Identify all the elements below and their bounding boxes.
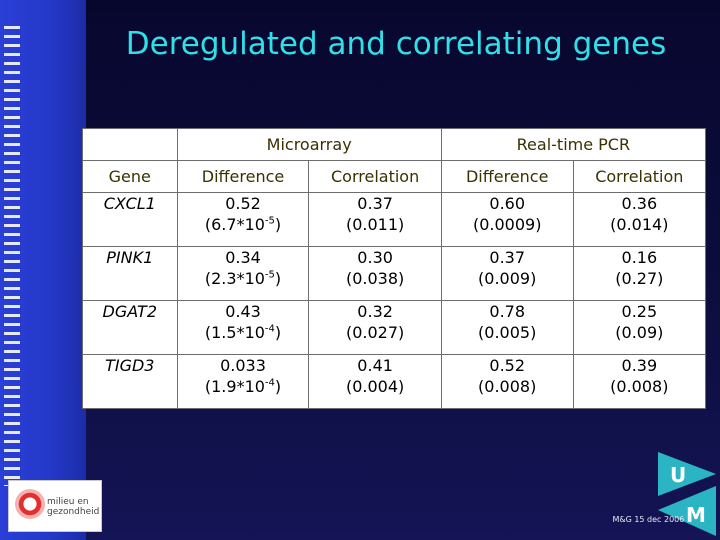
gene-name-cell: PINK1 — [82, 246, 178, 301]
logo-text-line1: milieu en — [47, 497, 89, 507]
ma-difference-value: 0.033 — [220, 356, 266, 375]
um-logo-lower-triangle — [658, 486, 716, 536]
pcr-difference-value: 0.37 — [489, 248, 526, 267]
slide-title: Deregulated and correlating genes — [125, 26, 667, 62]
table-group-header-row: Microarray Real-time PCR — [82, 128, 707, 161]
pcr-correlation-cell: 0.36 (0.014) — [572, 192, 707, 247]
logo-text: milieu en gezondheid — [47, 497, 99, 517]
column-header-gene: Gene — [82, 160, 178, 193]
ma-difference-cell: 0.033 (1.9*10-4) — [176, 354, 310, 409]
ma-correlation-pvalue: (0.038) — [345, 269, 405, 288]
gene-name-cell: CXCL1 — [82, 192, 178, 247]
ma-correlation-value: 0.41 — [357, 356, 393, 375]
pcr-difference-pvalue: (0.009) — [478, 269, 537, 288]
table-row: TIGD3 0.033 (1.9*10-4) 0.41 (0.004) 0.52… — [82, 354, 707, 409]
pcr-correlation-value: 0.39 — [621, 356, 658, 375]
um-logo: U M — [658, 452, 716, 536]
ma-difference-pvalue-base: (1.5*10 — [204, 323, 265, 342]
ma-correlation-pvalue: (0.004) — [345, 377, 405, 396]
ma-difference-pvalue-exponent: -4 — [264, 377, 275, 389]
ma-difference-cell: 0.52 (6.7*10-5) — [176, 192, 310, 247]
slide-footer: M&G 15 dec 2006 1 — [612, 515, 692, 524]
ma-correlation-cell: 0.32 (0.027) — [308, 300, 442, 355]
um-logo-letter-m: M — [686, 503, 706, 527]
pcr-difference-cell: 0.52 (0.008) — [440, 354, 574, 409]
pcr-difference-value: 0.52 — [489, 356, 526, 375]
pcr-correlation-value: 0.36 — [621, 194, 658, 213]
ma-difference-value: 0.52 — [225, 194, 261, 213]
ma-correlation-pvalue: (0.011) — [345, 215, 405, 234]
pcr-correlation-cell: 0.16 (0.27) — [572, 246, 707, 301]
ma-difference-cell: 0.34 (2.3*10-5) — [176, 246, 310, 301]
left-decorative-strip — [0, 0, 86, 540]
pcr-difference-value: 0.60 — [489, 194, 526, 213]
ma-correlation-value: 0.30 — [357, 248, 393, 267]
column-header-pcr-correlation: Correlation — [572, 160, 707, 193]
logo-circle-icon — [15, 489, 45, 519]
pcr-correlation-value: 0.16 — [621, 248, 658, 267]
ma-difference-pvalue-close: ) — [274, 377, 282, 396]
table-row: PINK1 0.34 (2.3*10-5) 0.30 (0.038) 0.37 … — [82, 246, 707, 301]
ma-difference-pvalue-base: (2.3*10 — [204, 269, 265, 288]
pcr-correlation-pvalue: (0.008) — [610, 377, 669, 396]
column-header-pcr-difference: Difference — [440, 160, 574, 193]
ma-difference-pvalue-base: (1.9*10 — [204, 377, 265, 396]
ma-difference-pvalue-base: (6.7*10 — [204, 215, 265, 234]
ma-difference-pvalue-close: ) — [274, 215, 282, 234]
pcr-difference-cell: 0.37 (0.009) — [440, 246, 574, 301]
column-header-ma-correlation: Correlation — [308, 160, 442, 193]
ma-correlation-pvalue: (0.027) — [345, 323, 405, 342]
pcr-difference-value: 0.78 — [489, 302, 526, 321]
ma-correlation-cell: 0.30 (0.038) — [308, 246, 442, 301]
pcr-correlation-pvalue: (0.014) — [610, 215, 669, 234]
pcr-difference-pvalue: (0.005) — [478, 323, 537, 342]
ma-difference-pvalue-exponent: -4 — [264, 323, 275, 335]
gene-name-cell: TIGD3 — [82, 354, 178, 409]
pcr-difference-cell: 0.60 (0.0009) — [440, 192, 574, 247]
ma-correlation-cell: 0.37 (0.011) — [308, 192, 442, 247]
ma-difference-pvalue-exponent: -5 — [264, 215, 275, 227]
empty-header-cell — [82, 128, 178, 161]
group-header-real-time-pcr: Real-time PCR — [440, 128, 707, 161]
pcr-correlation-pvalue: (0.27) — [615, 269, 664, 288]
um-logo-upper-triangle — [658, 452, 716, 496]
pcr-difference-pvalue: (0.0009) — [472, 215, 542, 234]
logo-text-line2: gezondheid — [47, 507, 100, 517]
dashed-border-decoration — [4, 26, 20, 486]
milieu-gezondheid-logo: milieu en gezondheid — [8, 480, 102, 532]
ma-correlation-cell: 0.41 (0.004) — [308, 354, 442, 409]
group-header-microarray: Microarray — [176, 128, 442, 161]
ma-difference-cell: 0.43 (1.5*10-4) — [176, 300, 310, 355]
ma-correlation-value: 0.37 — [357, 194, 393, 213]
pcr-correlation-cell: 0.39 (0.008) — [572, 354, 707, 409]
pcr-correlation-pvalue: (0.09) — [615, 323, 664, 342]
pcr-correlation-cell: 0.25 (0.09) — [572, 300, 707, 355]
ma-correlation-value: 0.32 — [357, 302, 393, 321]
ma-difference-pvalue-close: ) — [274, 323, 282, 342]
ma-difference-value: 0.43 — [225, 302, 261, 321]
pcr-difference-pvalue: (0.008) — [478, 377, 537, 396]
ma-difference-value: 0.34 — [225, 248, 261, 267]
ma-difference-pvalue-exponent: -5 — [264, 269, 275, 281]
gene-name-cell: DGAT2 — [82, 300, 178, 355]
column-header-ma-difference: Difference — [176, 160, 310, 193]
pcr-correlation-value: 0.25 — [621, 302, 658, 321]
table-column-header-row: Gene Difference Correlation Difference C… — [82, 160, 707, 193]
table-row: CXCL1 0.52 (6.7*10-5) 0.37 (0.011) 0.60 … — [82, 192, 707, 247]
pcr-difference-cell: 0.78 (0.005) — [440, 300, 574, 355]
ma-difference-pvalue-close: ) — [274, 269, 282, 288]
um-logo-letter-u: U — [670, 463, 686, 487]
table-row: DGAT2 0.43 (1.5*10-4) 0.32 (0.027) 0.78 … — [82, 300, 707, 355]
genes-table: Microarray Real-time PCR Gene Difference… — [82, 128, 707, 409]
